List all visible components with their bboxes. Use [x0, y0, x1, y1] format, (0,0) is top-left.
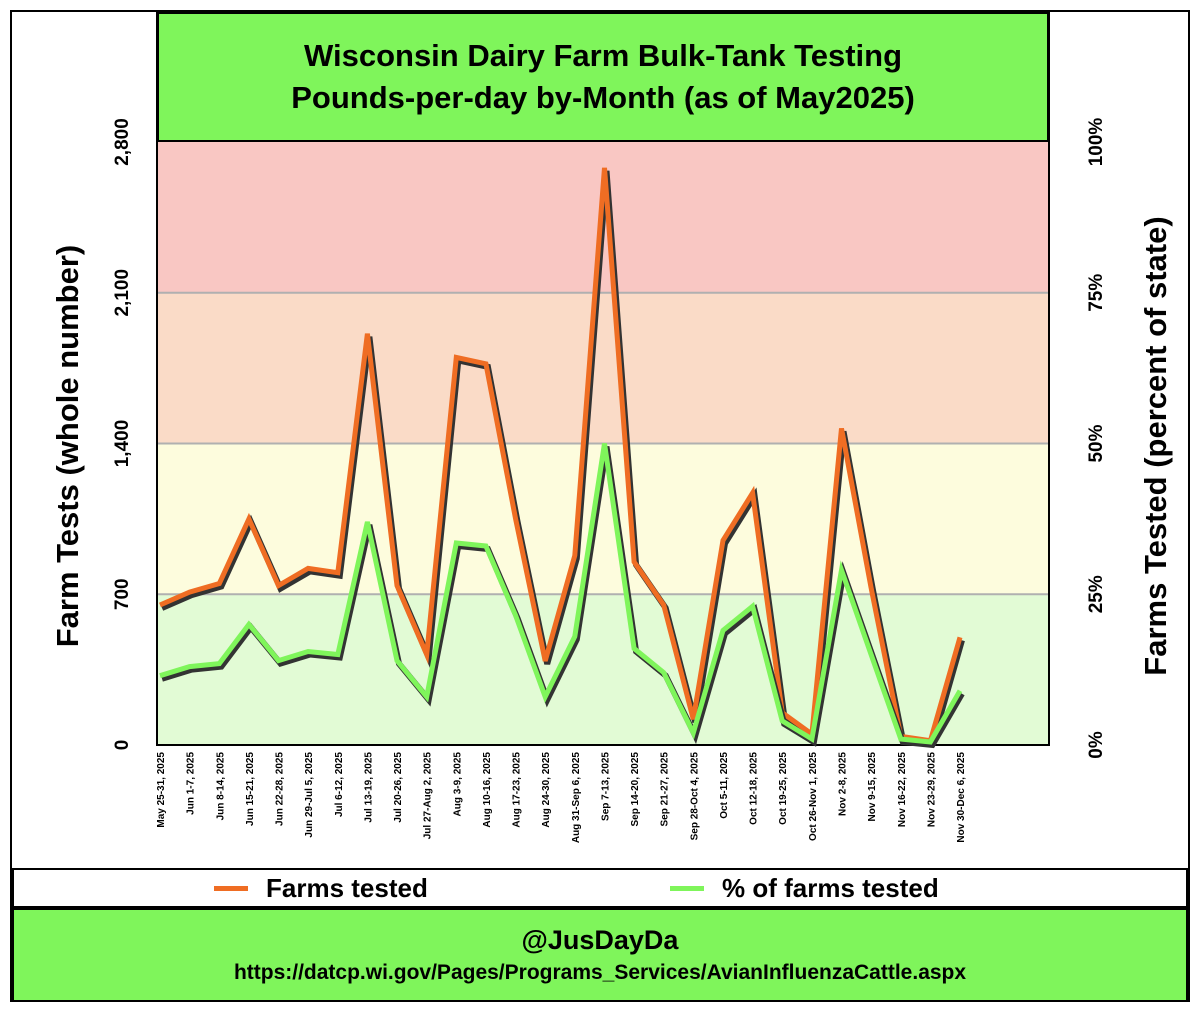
x-axis-label: Jun 15-21, 2025: [245, 752, 256, 826]
footer-credit-box: @JusDayDa https://datcp.wi.gov/Pages/Pro…: [12, 908, 1188, 1002]
x-axis-label: Jun 1-7, 2025: [186, 752, 197, 815]
right-axis-title: Farms Tested (percent of state): [1138, 216, 1173, 675]
x-axis-label: Jun 22-28, 2025: [275, 752, 286, 826]
value-band-2: [157, 292, 1049, 444]
left-tick-label: 0: [112, 740, 133, 751]
x-axis-label: Oct 5-11, 2025: [719, 752, 730, 819]
x-axis-label: May 25-31, 2025: [156, 752, 167, 828]
x-axis-label: Sep 28-Oct 4, 2025: [689, 752, 700, 841]
right-tick-label: 100%: [1086, 118, 1107, 167]
x-axis-label: Nov 16-22, 2025: [897, 752, 908, 827]
x-axis-label: Oct 19-25, 2025: [778, 752, 789, 825]
x-axis-label: Oct 26-Nov 1, 2025: [808, 752, 819, 841]
x-axis-label: Nov 23-29, 2025: [926, 752, 937, 827]
x-axis-label: Aug 17-23, 2025: [512, 752, 523, 828]
x-axis-label: Sep 7-13, 2025: [600, 752, 611, 821]
x-axis-label: Jul 6-12, 2025: [334, 752, 345, 817]
x-axis-labels: May 25-31, 2025 Jun 1-7, 2025 Jun 8-14, 20…: [156, 752, 967, 844]
x-axis-label: Aug 3-9, 2025: [452, 752, 463, 817]
legend-entry-farms-tested: Farms tested: [214, 870, 428, 906]
right-tick-label: 75%: [1086, 274, 1107, 312]
left-axis-ticks: 0 700 1,400 2,100 2,800: [112, 118, 133, 750]
right-axis-ticks: 0% 25% 50% 75% 100%: [1086, 118, 1107, 759]
x-axis-label: Aug 10-16, 2025: [482, 752, 493, 828]
legend-label-percent-farms-tested: % of farms tested: [722, 872, 939, 903]
chart-title-line-1: Wisconsin Dairy Farm Bulk-Tank Testing: [303, 38, 903, 73]
legend-entry-percent-farms-tested: % of farms tested: [670, 870, 939, 906]
x-axis-label: Jul 13-19, 2025: [363, 752, 374, 823]
x-axis-label: Sep 14-20, 2025: [630, 752, 641, 827]
legend: Farms tested % of farms tested: [12, 868, 1188, 908]
x-axis-label: Jul 27-Aug 2, 2025: [423, 752, 434, 840]
legend-label-farms-tested: Farms tested: [266, 872, 428, 903]
value-band-0: [157, 594, 1049, 745]
right-tick-label: 0%: [1086, 731, 1107, 759]
x-axis-label: Oct 12-18, 2025: [749, 752, 760, 825]
x-axis-label: Jun 8-14, 2025: [215, 752, 226, 821]
legend-swatch-farms-tested: [214, 885, 248, 891]
x-axis-label: Jul 20-26, 2025: [393, 752, 404, 823]
x-axis-label: Sep 21-27, 2025: [660, 752, 671, 827]
chart-title-line-2: Pounds-per-day by-Month (as of May2025): [291, 80, 915, 115]
left-axis-title: Farm Tests (whole number): [50, 245, 85, 648]
legend-swatch-percent-farms-tested: [670, 885, 704, 891]
series-lines: [159, 167, 965, 749]
right-tick-label: 25%: [1086, 575, 1107, 613]
left-tick-label: 700: [112, 578, 133, 610]
chart-title-box: Wisconsin Dairy Farm Bulk-Tank Testing P…: [157, 12, 1049, 142]
left-tick-label: 1,400: [112, 420, 133, 468]
x-axis-label: Aug 24-30, 2025: [541, 752, 552, 828]
author-handle: @JusDayDa: [521, 925, 679, 955]
x-axis-label: Nov 30-Dec 6, 2025: [956, 752, 967, 843]
right-tick-label: 50%: [1086, 424, 1107, 462]
source-url: https://datcp.wi.gov/Pages/Programs_Serv…: [233, 961, 967, 984]
value-bands: [157, 142, 1049, 745]
x-axis-label: Nov 9-15, 2025: [867, 752, 878, 822]
x-axis-label: Aug 31-Sep 6, 2025: [571, 752, 582, 844]
left-tick-label: 2,800: [112, 118, 133, 166]
x-axis-label: Jun 29-Jul 5, 2025: [304, 752, 315, 838]
series-line-percent-farms-tested: [159, 443, 963, 745]
x-axis-label: Nov 2-8, 2025: [837, 752, 848, 816]
left-tick-label: 2,100: [112, 269, 133, 317]
series-line-farms-tested: [159, 167, 963, 744]
